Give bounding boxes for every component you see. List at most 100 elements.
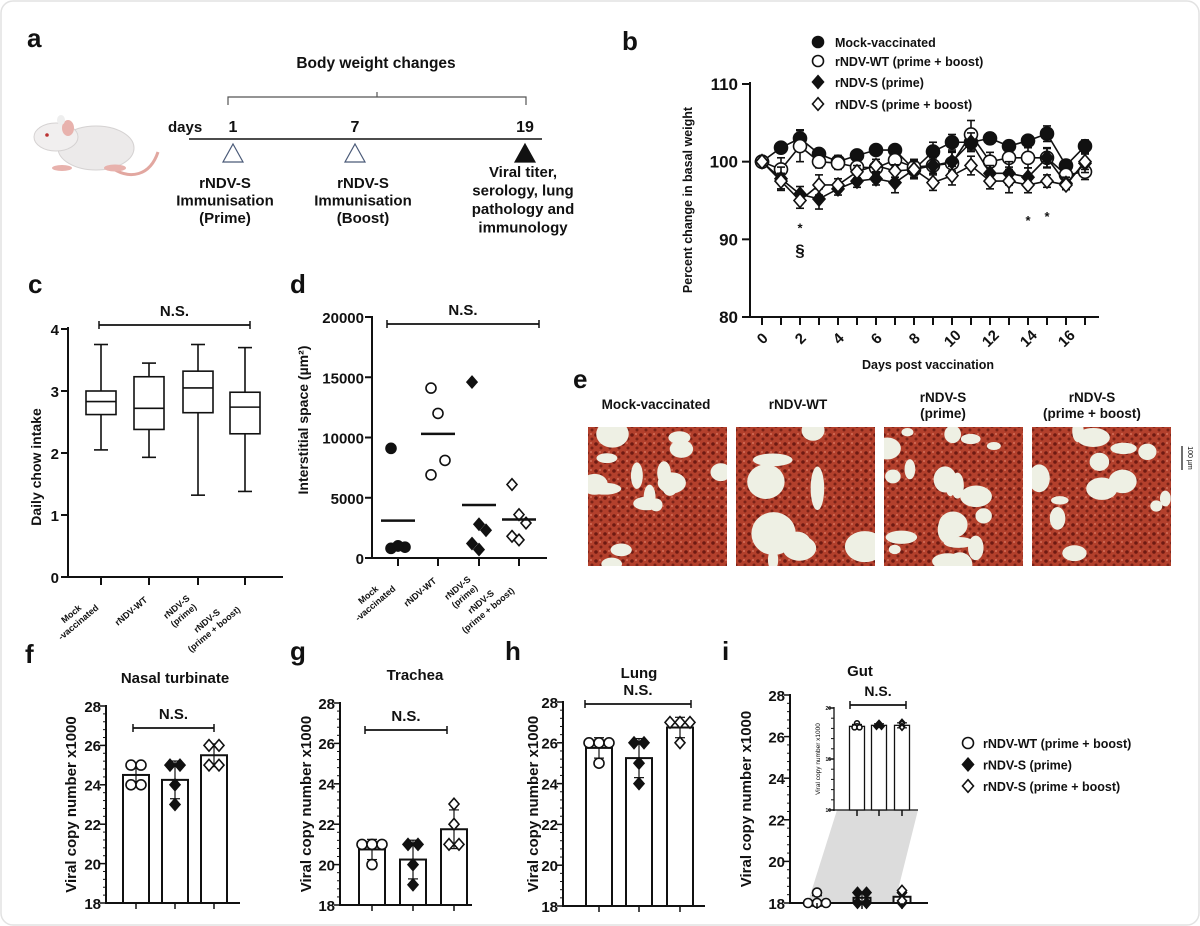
y-tick-label: 18: [541, 899, 558, 916]
filled-diamond-marker: [465, 375, 479, 390]
bar: [893, 724, 911, 811]
alveolar-space: [1110, 442, 1137, 455]
alveolar-space: [630, 462, 643, 489]
chart-title: Nasal turbinate: [121, 670, 229, 687]
alveolar-space: [950, 472, 964, 499]
bar: [870, 724, 888, 811]
open-diamond-marker: [673, 715, 687, 730]
open-circle-marker: [593, 736, 605, 749]
filled-diamond-marker: [851, 896, 864, 910]
open-diamond-marker: [898, 723, 906, 732]
timepoint-description: Immunisation: [176, 193, 274, 210]
significance-label: N.S.: [448, 302, 477, 319]
open-diamond-marker: [830, 176, 846, 194]
open-diamond-marker: [1020, 176, 1036, 194]
open-diamond-marker: [673, 735, 687, 750]
y-tick-label: 24: [768, 771, 785, 788]
alveolar-space: [888, 544, 901, 555]
open-circle-marker: [376, 838, 388, 851]
timepoint-description: (Prime): [199, 210, 251, 227]
open-diamond-marker: [505, 477, 519, 492]
legend-label: rNDV-S (prime): [983, 759, 1072, 773]
timepoint-day: 19: [516, 119, 534, 136]
y-tick-label: 28: [768, 688, 785, 705]
filled-diamond-marker: [963, 134, 979, 151]
significance-annotation: *: [1044, 209, 1050, 224]
y-tick-label: 26: [84, 738, 101, 755]
filled-diamond-marker: [406, 857, 420, 872]
filled-diamond-marker: [925, 157, 941, 174]
open-diamond-marker: [963, 157, 979, 174]
panel-letter: f: [25, 639, 34, 669]
filled-diamond-marker: [406, 877, 420, 892]
y-tick-label: 20: [84, 856, 101, 873]
group-0: [381, 442, 415, 555]
bar-group-0: [583, 736, 615, 908]
y-tick-label: 24: [84, 778, 101, 795]
panel-letter: b: [622, 26, 638, 56]
bar: [122, 773, 150, 905]
bar-group-2: [663, 715, 697, 907]
histology-label: (prime + boost): [1043, 406, 1141, 421]
histology-label: rNDV-S: [920, 390, 967, 405]
timepoint-description: Viral titer,: [489, 164, 557, 181]
y-tick-label: 22: [84, 817, 101, 834]
open-diamond-marker: [754, 153, 770, 170]
timepoint-day: 7: [351, 119, 360, 136]
alveolar-space: [1032, 464, 1050, 493]
alveolar-space: [960, 485, 992, 508]
y-axis-title: Interstitial space (µm²): [295, 346, 311, 495]
y-tick-label: 0: [356, 551, 364, 568]
open-diamond-marker: [1039, 172, 1055, 190]
filled-circle-marker: [868, 142, 884, 158]
bar-group-0: [802, 887, 832, 909]
significance-label: N.S.: [391, 708, 420, 725]
mouse-eye: [45, 133, 49, 137]
chart-title: Trachea: [387, 667, 444, 684]
open-circle-marker: [439, 454, 451, 467]
alveolar-space: [960, 433, 981, 445]
tissue: [588, 427, 727, 566]
alveolar-space: [1089, 452, 1110, 471]
y-tick-label: 3: [51, 384, 59, 401]
open-diamond-marker: [452, 837, 466, 852]
alveolar-space: [1138, 443, 1157, 460]
filled-diamond-marker: [872, 722, 881, 731]
y-tick-label: 18: [84, 896, 101, 913]
timeline-title: Body weight changes: [296, 55, 455, 72]
bar-group-1: [625, 735, 653, 907]
bar-group-1: [399, 837, 427, 906]
legend-label: rNDV-WT (prime + boost): [835, 55, 983, 69]
timepoint-description: pathology and: [472, 201, 575, 218]
open-circle-marker: [811, 154, 827, 169]
mouse-illustration: [33, 115, 160, 177]
y-tick-label: 10: [825, 808, 831, 814]
open-circle-marker: [856, 724, 863, 731]
chart-title: Gut: [847, 663, 873, 680]
filled-diamond-marker: [1039, 149, 1055, 166]
open-circle-marker: [432, 407, 444, 420]
filled-diamond-marker: [811, 74, 825, 90]
bar-group-0: [848, 719, 866, 811]
box-1: [133, 362, 165, 459]
alveolar-space: [904, 459, 916, 480]
histology-label: rNDV-WT: [769, 397, 828, 412]
panel-letter: c: [28, 269, 42, 299]
histology-image: [884, 427, 1023, 566]
y-tick-label: 28: [318, 696, 335, 713]
timepoint-description: immunology: [478, 220, 568, 237]
panel-i-inset-bar-chart: 10 15 20 Viral copy number x1000 N.S.: [815, 683, 918, 816]
alveolar-space: [975, 508, 992, 524]
alveolar-space: [1072, 427, 1084, 443]
alveolar-space: [1051, 496, 1069, 505]
open-triangle-marker: [343, 142, 367, 163]
panel-letter: e: [573, 364, 587, 394]
box: [182, 370, 214, 414]
timepoint-description: serology, lung: [472, 183, 573, 200]
bar: [848, 725, 866, 811]
alveolar-space: [588, 473, 608, 495]
filled-diamond-marker: [472, 542, 486, 557]
filled-circle-marker: [1077, 138, 1093, 154]
open-circle-marker: [802, 897, 814, 909]
